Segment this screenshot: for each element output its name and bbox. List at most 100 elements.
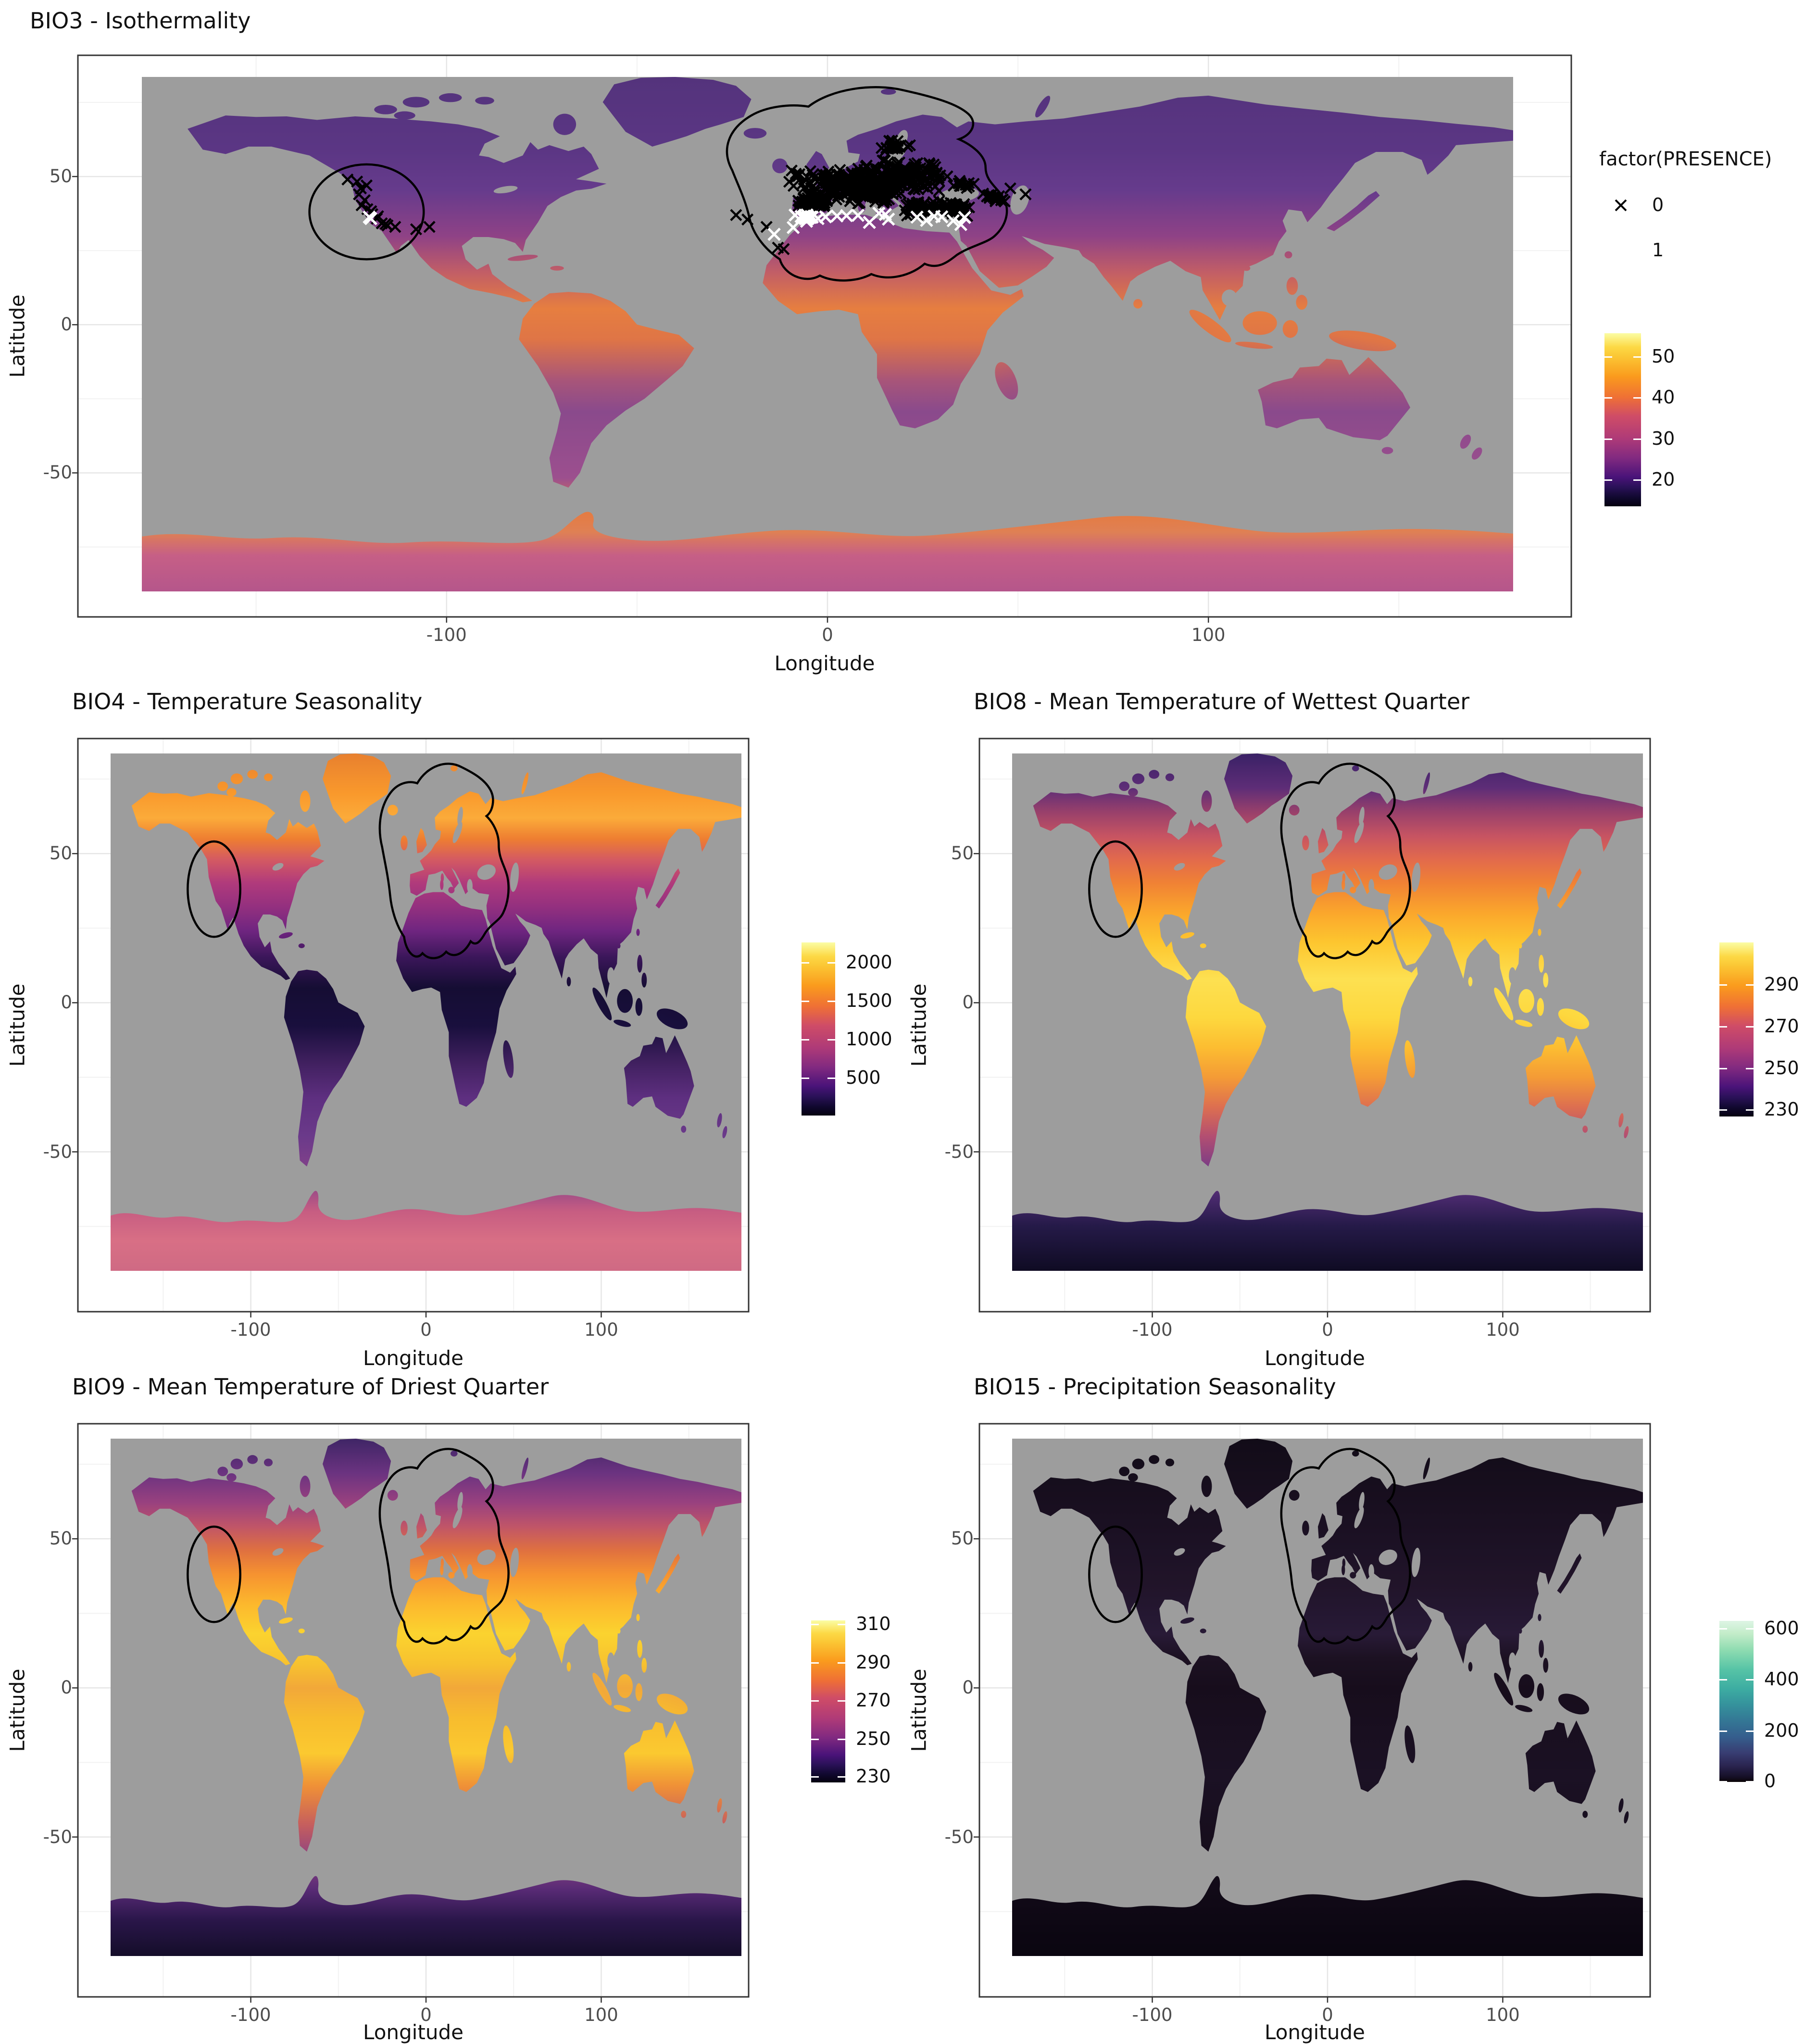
colorbar-tick-label: 0 [1764, 1770, 1776, 1792]
x-tick-label: -100 [426, 625, 467, 645]
colorbar-tick-mark [1746, 1109, 1754, 1111]
panel-title-bio15: BIO15 - Precipitation Seasonality [974, 1374, 1336, 1400]
colorbar-tick-mark [1746, 1781, 1754, 1782]
colorbar-tick-mark [1746, 1068, 1754, 1070]
colorbar-tick-mark [827, 1001, 835, 1003]
panel-title-bio9: BIO9 - Mean Temperature of Driest Quarte… [72, 1374, 549, 1400]
colorbar-bio15 [1719, 1621, 1754, 1782]
colorbar-tick-label: 230 [856, 1766, 891, 1787]
colorbar-tick-label: 230 [1764, 1098, 1799, 1120]
y-axis-title: Latitude [907, 1668, 931, 1752]
legend-symbol-0-icon [1615, 199, 1627, 212]
y-tick-label: 0 [962, 1677, 974, 1698]
y-tick-label: 0 [962, 992, 974, 1013]
x-tick-label: 100 [1486, 2005, 1520, 2025]
presence-points [341, 134, 1032, 255]
colorbar-tick-mark [1719, 1026, 1727, 1028]
colorbar-bio4 [802, 942, 835, 1116]
map-panel-bio3 [72, 54, 1572, 623]
raster-bio3 [142, 77, 1513, 591]
colorbar-tick-mark [827, 1039, 835, 1041]
x-axis-title: Longitude [1265, 2020, 1365, 2044]
x-tick-label: 0 [822, 625, 833, 645]
colorbar-tick-label: 1500 [846, 990, 892, 1012]
colorbar-tick-mark [1719, 1109, 1727, 1111]
raster-bio15 [1012, 1439, 1643, 1956]
y-tick-label: 50 [49, 1528, 72, 1549]
colorbar-tick-mark [802, 1039, 809, 1041]
x-axis-title: Longitude [774, 652, 875, 675]
y-tick-label: 0 [61, 992, 72, 1013]
legend-label-0: 0 [1652, 194, 1664, 215]
y-axis-title: Latitude [907, 983, 931, 1067]
colorbar-tick-label: 40 [1652, 386, 1675, 408]
colorbar-bio8 [1719, 942, 1754, 1116]
colorbar-tick-mark [1633, 356, 1641, 358]
colorbar-tick-mark [1604, 397, 1612, 399]
x-tick-label: 0 [420, 1319, 432, 1340]
y-tick-label: 0 [61, 314, 72, 335]
colorbar-tick-label: 50 [1652, 345, 1675, 367]
colorbar-tick-label: 400 [1764, 1668, 1799, 1690]
colorbar-tick-label: 290 [856, 1651, 891, 1673]
colorbar-tick-label: 2000 [846, 952, 892, 973]
colorbar-tick-mark [1746, 984, 1754, 986]
colorbar-tick-label: 250 [856, 1728, 891, 1750]
colorbar-tick-mark [1719, 1679, 1727, 1680]
map-panel-bio15 [974, 1423, 1651, 2003]
colorbar-tick-label: 30 [1652, 427, 1675, 449]
colorbar-tick-mark [1633, 397, 1641, 399]
colorbar-tick-mark [811, 1624, 819, 1626]
colorbar-tick-mark [1633, 479, 1641, 481]
colorbar-tick-label: 200 [1764, 1720, 1799, 1742]
x-axis-title: Longitude [363, 1346, 464, 1370]
colorbar-tick-mark [1746, 1026, 1754, 1028]
x-tick-label: 100 [584, 2005, 618, 2025]
map-panel-bio9 [72, 1423, 750, 2003]
panel-title-bio3: BIO3 - Isothermality [30, 8, 251, 34]
colorbar-tick-label: 250 [1764, 1057, 1799, 1079]
y-tick-label: 50 [951, 843, 974, 864]
map-panel-bio8 [974, 738, 1651, 1317]
panel-title-bio8: BIO8 - Mean Temperature of Wettest Quart… [974, 689, 1470, 715]
colorbar-tick-mark [1719, 1731, 1727, 1732]
x-tick-label: 0 [1322, 2005, 1333, 2025]
map-panel-bio4 [72, 738, 750, 1317]
x-tick-label: 100 [584, 1319, 618, 1340]
colorbar-tick-mark [802, 962, 809, 964]
y-axis-title: Latitude [5, 1668, 29, 1752]
raster-bio9 [111, 1439, 741, 1956]
raster-bio4 [111, 753, 741, 1271]
x-tick-label: -100 [230, 1319, 271, 1340]
colorbar-tick-mark [1746, 1679, 1754, 1680]
colorbar-tick-mark [1719, 1628, 1727, 1630]
x-tick-label: -100 [1132, 1319, 1173, 1340]
colorbar-tick-label: 1000 [846, 1028, 892, 1050]
colorbar-tick-mark [838, 1624, 845, 1626]
y-tick-label: -50 [43, 1826, 72, 1847]
x-tick-label: 100 [1191, 625, 1226, 645]
legend-title: factor(PRESENCE) [1599, 148, 1772, 170]
x-tick-label: -100 [1132, 2005, 1173, 2025]
y-axis-title: Latitude [5, 983, 29, 1067]
y-tick-label: 0 [61, 1677, 72, 1698]
colorbar-tick-mark [838, 1739, 845, 1741]
colorbar-tick-label: 270 [856, 1690, 891, 1711]
x-tick-label: 0 [1322, 1319, 1333, 1340]
y-tick-label: -50 [43, 462, 72, 483]
x-tick-label: 100 [1486, 1319, 1520, 1340]
x-tick-label: 0 [420, 2005, 432, 2025]
legend-symbol-1-icon [1615, 244, 1627, 257]
y-axis-title: Latitude [5, 294, 29, 378]
colorbar-tick-mark [1719, 1068, 1727, 1070]
y-tick-label: -50 [944, 1141, 974, 1162]
colorbar-tick-mark [838, 1700, 845, 1702]
colorbar-tick-mark [802, 1077, 809, 1079]
colorbar-tick-mark [1746, 1628, 1754, 1630]
colorbar-tick-mark [811, 1776, 819, 1778]
legend-label-1: 1 [1652, 239, 1664, 261]
y-tick-label: 50 [49, 166, 72, 187]
colorbar-tick-mark [811, 1700, 819, 1702]
colorbar-tick-mark [838, 1662, 845, 1664]
